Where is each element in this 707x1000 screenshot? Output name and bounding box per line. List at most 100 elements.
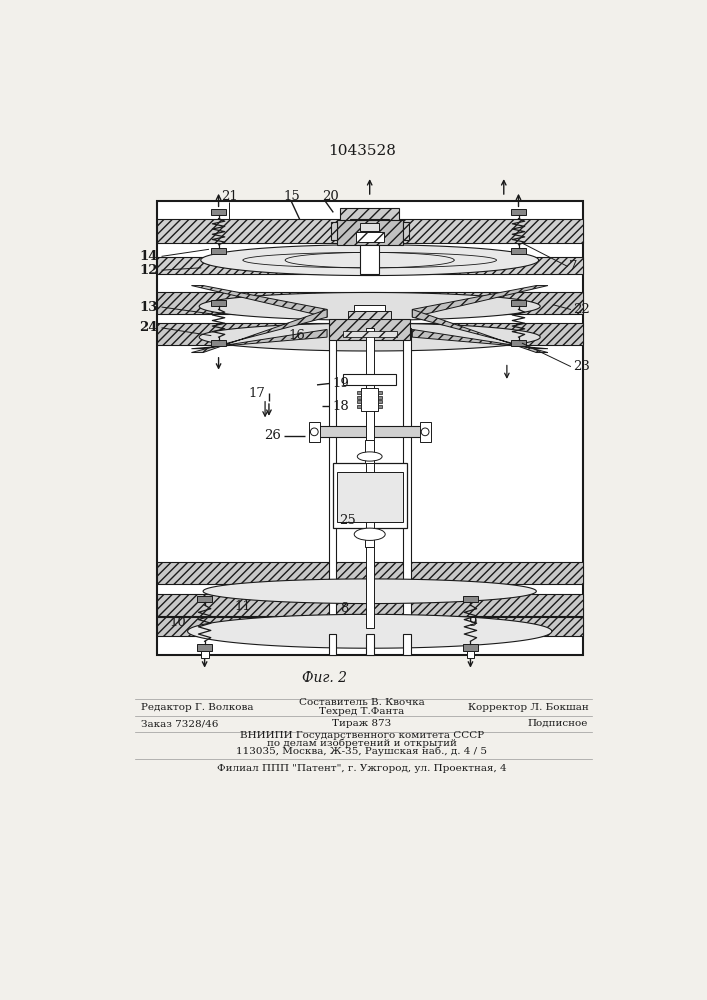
- Bar: [211, 248, 226, 254]
- Bar: [420, 422, 431, 442]
- Text: 22: 22: [573, 303, 590, 316]
- Bar: [356, 232, 384, 242]
- Text: 16: 16: [288, 329, 305, 342]
- Polygon shape: [201, 245, 539, 276]
- Bar: [348, 311, 392, 319]
- Polygon shape: [192, 286, 327, 317]
- Text: 21: 21: [221, 190, 238, 204]
- Bar: [378, 391, 382, 394]
- Bar: [361, 245, 379, 274]
- Text: 25: 25: [339, 514, 356, 527]
- Text: Составитель В. Квочка: Составитель В. Квочка: [299, 698, 425, 707]
- Bar: [156, 257, 583, 274]
- Bar: [378, 405, 382, 408]
- Bar: [156, 562, 583, 584]
- Polygon shape: [192, 309, 327, 353]
- Ellipse shape: [357, 452, 382, 461]
- Text: Техред Т.Фанта: Техред Т.Фанта: [320, 707, 404, 716]
- Text: 113035, Москва, Ж-35, Раушская наб., д. 4 / 5: 113035, Москва, Ж-35, Раушская наб., д. …: [236, 747, 487, 756]
- Bar: [357, 391, 361, 394]
- Bar: [403, 328, 411, 628]
- Text: Заказ 7328/46: Заказ 7328/46: [141, 719, 218, 728]
- Polygon shape: [203, 579, 537, 604]
- Text: 8: 8: [340, 602, 349, 615]
- Bar: [361, 223, 379, 231]
- Bar: [310, 426, 430, 437]
- Polygon shape: [412, 329, 548, 349]
- Text: 10: 10: [169, 616, 186, 629]
- Text: 19: 19: [332, 377, 349, 390]
- Bar: [467, 651, 474, 658]
- Bar: [156, 201, 583, 655]
- Bar: [156, 292, 583, 314]
- Bar: [156, 219, 583, 243]
- Bar: [366, 328, 373, 628]
- Bar: [378, 400, 382, 403]
- Text: ВНИИПИ Государственного комитета СССР: ВНИИПИ Государственного комитета СССР: [240, 732, 484, 740]
- Bar: [462, 644, 478, 651]
- Polygon shape: [199, 292, 540, 320]
- Bar: [403, 634, 411, 655]
- Bar: [510, 248, 526, 254]
- Bar: [197, 644, 212, 651]
- Text: 24: 24: [139, 321, 158, 334]
- Bar: [403, 222, 409, 240]
- Bar: [309, 422, 320, 442]
- Polygon shape: [412, 286, 548, 317]
- Bar: [366, 634, 373, 655]
- Text: 9: 9: [468, 616, 477, 629]
- Bar: [156, 617, 583, 636]
- Bar: [366, 411, 373, 426]
- Bar: [337, 220, 403, 245]
- Text: 11: 11: [235, 600, 251, 613]
- Bar: [510, 340, 526, 346]
- Text: 7: 7: [569, 260, 578, 273]
- Ellipse shape: [421, 428, 429, 436]
- Text: Подписное: Подписное: [528, 719, 588, 728]
- Bar: [340, 208, 399, 220]
- Bar: [197, 596, 212, 602]
- Text: по делам изобретений и открытий: по делам изобретений и открытий: [267, 739, 457, 748]
- Bar: [354, 305, 385, 311]
- Bar: [201, 651, 209, 658]
- Bar: [357, 405, 361, 408]
- Text: 13: 13: [140, 301, 158, 314]
- Bar: [211, 340, 226, 346]
- Ellipse shape: [354, 528, 385, 540]
- Text: 18: 18: [332, 400, 349, 413]
- Bar: [344, 374, 396, 385]
- Text: Тираж 873: Тираж 873: [332, 719, 392, 728]
- Bar: [351, 219, 389, 223]
- Bar: [357, 400, 361, 403]
- Text: Филиал ППП "Патент", г. Ужгород, ул. Проектная, 4: Филиал ППП "Патент", г. Ужгород, ул. Про…: [217, 764, 507, 773]
- Bar: [211, 209, 226, 215]
- Text: 23: 23: [573, 360, 590, 373]
- Text: 1043528: 1043528: [328, 144, 396, 158]
- Text: Редактор Г. Волкова: Редактор Г. Волкова: [141, 703, 254, 712]
- Text: 26: 26: [264, 429, 281, 442]
- Polygon shape: [412, 309, 548, 353]
- Bar: [361, 388, 378, 411]
- Bar: [329, 328, 337, 628]
- Text: 14: 14: [139, 250, 158, 263]
- Ellipse shape: [310, 428, 318, 436]
- Text: Фиг. 2: Фиг. 2: [303, 671, 347, 685]
- Bar: [365, 440, 374, 463]
- Bar: [331, 222, 337, 240]
- Bar: [365, 528, 374, 547]
- Polygon shape: [199, 323, 540, 351]
- Bar: [378, 396, 382, 399]
- Bar: [329, 634, 337, 655]
- Text: 12: 12: [139, 264, 158, 277]
- Bar: [343, 331, 397, 337]
- Bar: [510, 300, 526, 306]
- Bar: [156, 323, 583, 345]
- Text: 20: 20: [322, 190, 339, 204]
- Bar: [211, 300, 226, 306]
- Bar: [156, 594, 583, 616]
- Bar: [462, 596, 478, 602]
- Polygon shape: [192, 329, 327, 349]
- Bar: [329, 319, 410, 340]
- Text: 15: 15: [283, 190, 300, 204]
- Text: 17: 17: [248, 387, 265, 400]
